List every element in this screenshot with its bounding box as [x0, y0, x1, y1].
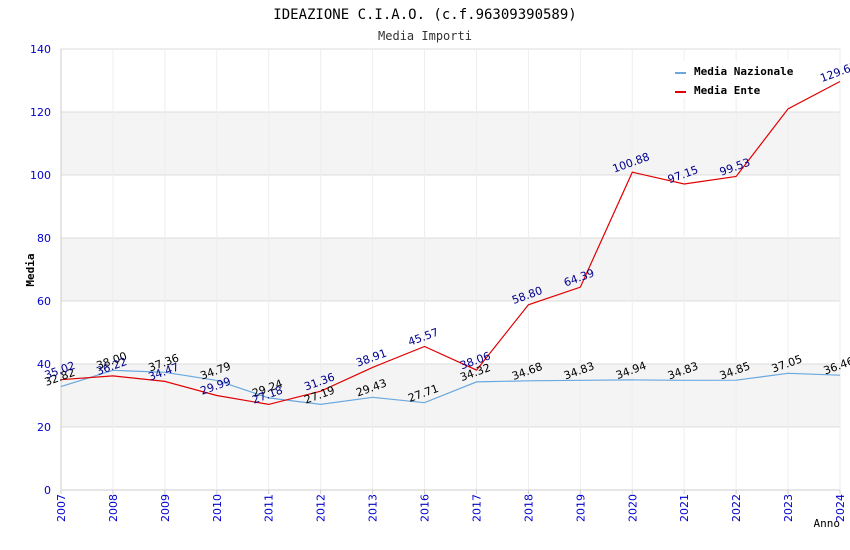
x-tick-label: 2012 [315, 494, 328, 522]
series-line-media-nazionale [60, 369, 841, 406]
legend-bg [668, 61, 808, 78]
legend-bg [668, 80, 808, 97]
axes: 0 20 40 60 80 100 120 140 2007 2008 2009 2010 2011 20… [30, 43, 847, 522]
x-tick-label: 2017 [470, 494, 483, 522]
x-tick-label: 2023 [782, 494, 795, 522]
y-axis-label: Media [24, 253, 37, 286]
grid-bands [60, 48, 841, 491]
grid-band [61, 238, 840, 301]
grid-band [61, 112, 840, 175]
x-tick-label: 2011 [263, 494, 276, 522]
x-tick-label: 2024 [834, 494, 847, 522]
x-tick-label: 2016 [419, 494, 432, 522]
x-tick-label: 2013 [367, 494, 380, 522]
y-tick-label: 40 [37, 358, 51, 371]
x-tick-label: 2021 [678, 494, 691, 522]
x-tick-label: 2009 [159, 494, 172, 522]
y-tick-label: 80 [37, 232, 51, 245]
series-lines [60, 80, 841, 406]
x-tick-label: 2010 [211, 494, 224, 522]
series-line-media-ente [60, 80, 841, 406]
x-tick-label: 2018 [522, 494, 535, 522]
legend: Media Nazionale Media Ente [668, 61, 808, 97]
chart-subtitle: Media Importi [378, 29, 472, 43]
chart-title: IDEAZIONE C.I.A.O. (c.f.96309390589) [273, 7, 576, 23]
x-tick-label: 2008 [107, 494, 120, 522]
y-tick-label: 140 [30, 43, 51, 56]
legend-entry: Media Ente [694, 84, 761, 97]
x-tick-label: 2022 [730, 494, 743, 522]
y-tick-label: 120 [30, 106, 51, 119]
grid-band [61, 364, 840, 427]
legend-entry: Media Nazionale [694, 65, 794, 78]
y-tick-label: 20 [37, 421, 51, 434]
y-tick-label: 100 [30, 169, 51, 182]
y-tick-label: 60 [37, 295, 51, 308]
y-tick-label: 0 [44, 484, 51, 497]
x-tick-label: 2020 [626, 494, 639, 522]
x-tick-label: 2007 [55, 494, 68, 522]
x-tick-label: 2019 [574, 494, 587, 522]
x-axis-label: Anno [814, 517, 841, 530]
